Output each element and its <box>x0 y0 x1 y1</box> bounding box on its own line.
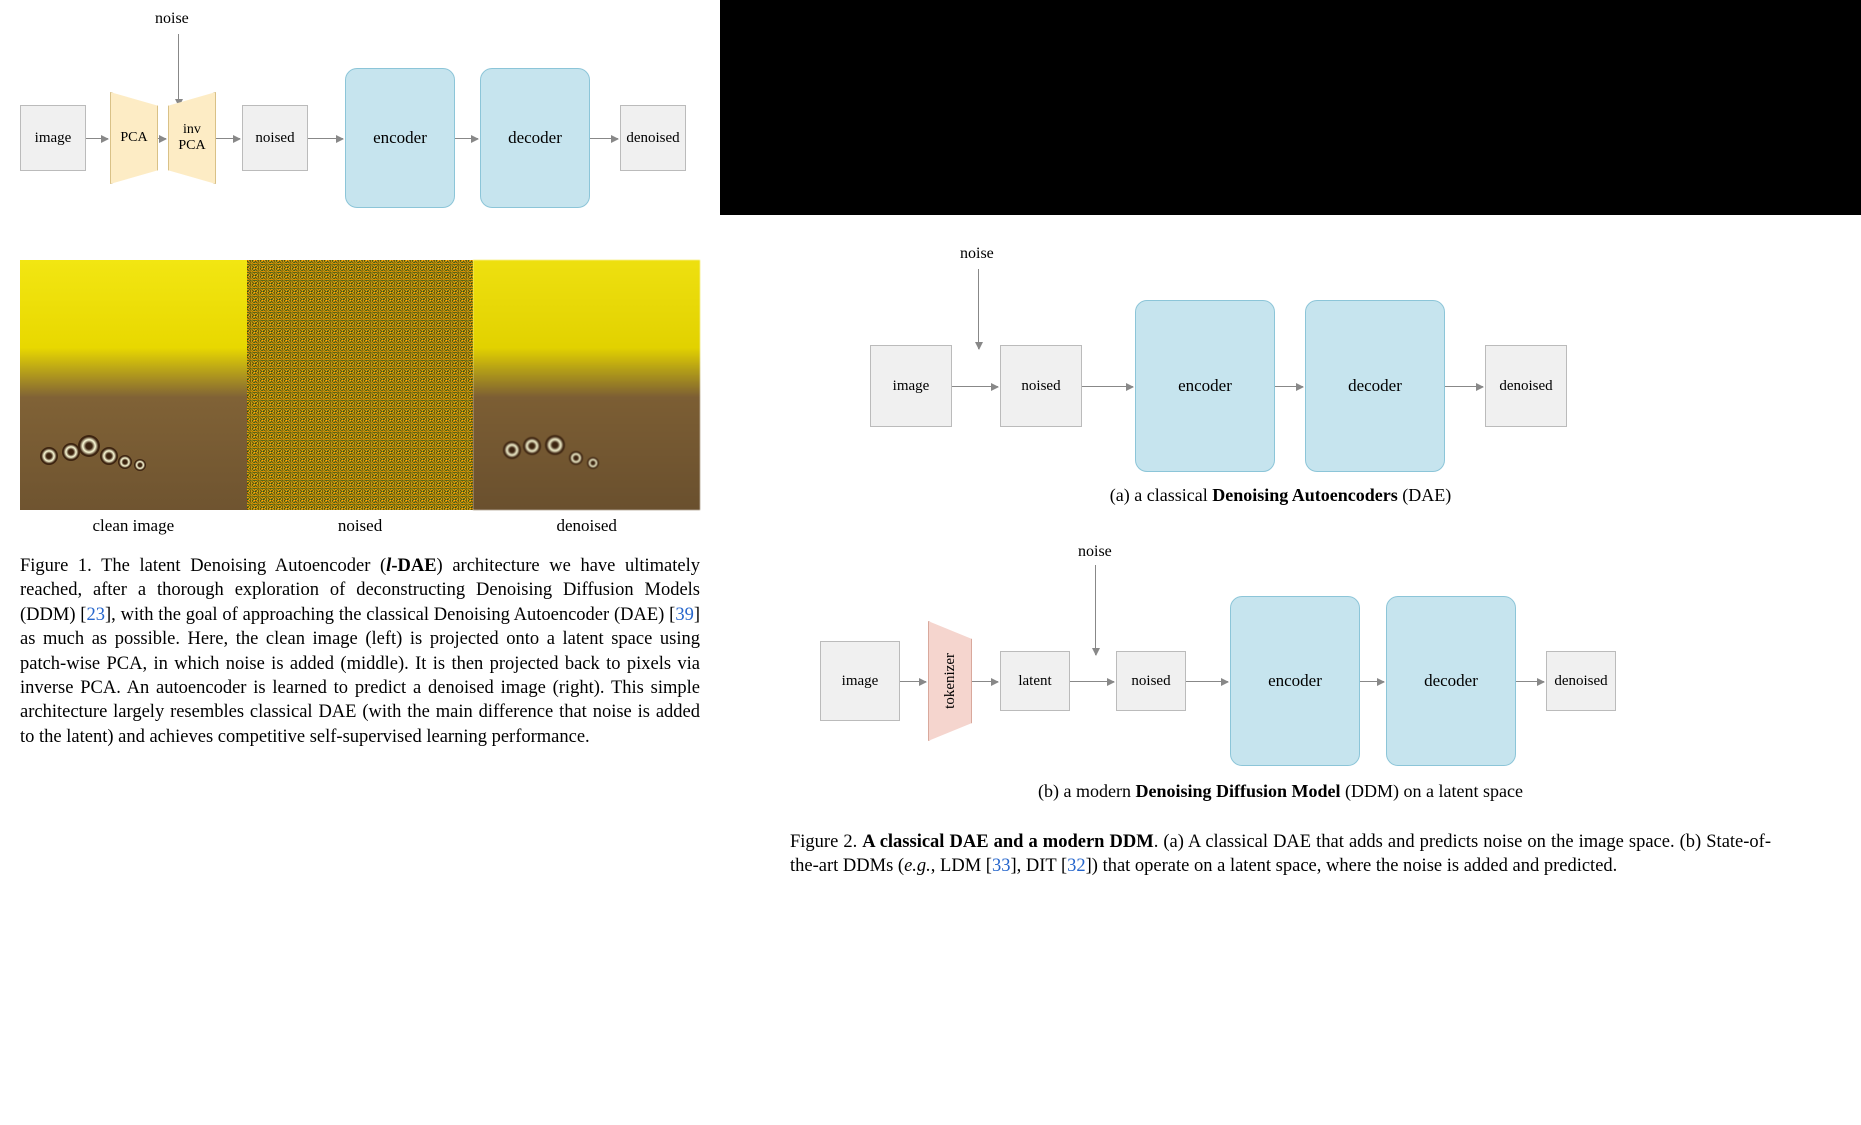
fig1-decoder: decoder <box>480 68 590 208</box>
figure1-diagram: noise image PCA inv PCA noised encoder d… <box>20 10 700 220</box>
figure1-photos <box>20 260 700 510</box>
fig2b-image: image <box>820 641 900 721</box>
fig1-invpca: inv PCA <box>168 92 216 184</box>
fig2b-denoised: denoised <box>1546 651 1616 711</box>
fig2a-encoder: encoder <box>1135 300 1275 472</box>
fig2b-encoder: encoder <box>1230 596 1360 766</box>
fig2a-image: image <box>870 345 952 427</box>
figure1-photo-labels: clean image noised denoised <box>20 516 700 536</box>
fig2b-noised: noised <box>1116 651 1186 711</box>
figure2-caption: Figure 2. A classical DAE and a modern D… <box>790 830 1771 879</box>
photo-clean <box>20 260 247 510</box>
fig1-image-box: image <box>20 105 86 171</box>
fig1-arrow-4 <box>455 138 478 139</box>
fig2b-arrow-3 <box>1070 681 1114 682</box>
wing-spots-denoised <box>503 435 623 475</box>
label-noised: noised <box>247 516 474 536</box>
fig2b-arrow-1 <box>900 681 926 682</box>
fig1-pca: PCA <box>110 92 158 184</box>
fig2b-tokenizer: tokenizer <box>928 621 972 741</box>
photo-denoised <box>473 260 700 510</box>
fig1-arrow-1 <box>86 138 108 139</box>
fig2b-arrow-6 <box>1516 681 1544 682</box>
fig1-noised-box: noised <box>242 105 308 171</box>
label-clean: clean image <box>20 516 247 536</box>
right-column: noise image noised encoder decoder denoi… <box>720 0 1861 879</box>
fig2b-arrow-4 <box>1186 681 1228 682</box>
fig1-denoised-box: denoised <box>620 105 686 171</box>
label-denoised: denoised <box>473 516 700 536</box>
fig1-arrow-1b <box>158 138 166 139</box>
fig2a-arrow-3 <box>1275 386 1303 387</box>
fig2b-latent: latent <box>1000 651 1070 711</box>
noise-label-fig1: noise <box>155 10 189 28</box>
fig1-encoder: encoder <box>345 68 455 208</box>
fig1-arrow-3 <box>308 138 343 139</box>
noise-arrow-fig1 <box>178 34 179 106</box>
right-inner: noise image noised encoder decoder denoi… <box>720 215 1861 879</box>
fig2b-arrow-2 <box>972 681 998 682</box>
fig2a-decoder: decoder <box>1305 300 1445 472</box>
figure2-caption-body: A classical DAE and a modern DDM. (a) A … <box>790 832 1771 876</box>
fig2a-denoised: denoised <box>1485 345 1567 427</box>
figure2b-subcaption: (b) a modern Denoising Diffusion Model (… <box>790 781 1771 802</box>
fig1-arrow-5 <box>590 138 618 139</box>
figure1-caption-prefix: Figure 1. <box>20 556 101 576</box>
figure2b-diagram: noise image tokenizer latent noised enco… <box>820 561 1771 761</box>
noise-arrow-fig2a <box>978 269 979 349</box>
page-root: noise image PCA inv PCA noised encoder d… <box>0 0 1861 879</box>
noise-label-fig2a: noise <box>960 245 994 263</box>
figure2-caption-prefix: Figure 2. <box>790 832 862 852</box>
fig2a-arrow-1 <box>952 386 998 387</box>
photo-noised <box>247 260 474 510</box>
noise-label-fig2b: noise <box>1078 543 1112 561</box>
fig2a-noised: noised <box>1000 345 1082 427</box>
fig1-arrow-2 <box>216 138 240 139</box>
figure1-caption: Figure 1. The latent Denoising Autoencod… <box>20 554 700 749</box>
fig2a-arrow-2 <box>1082 386 1133 387</box>
figure2a-subcaption: (a) a classical Denoising Autoencoders (… <box>790 485 1771 506</box>
fig2b-arrow-5 <box>1360 681 1384 682</box>
figure2a-diagram: noise image noised encoder decoder denoi… <box>870 265 1771 465</box>
figure1-caption-body: The latent Denoising Autoencoder (l-DAE)… <box>20 556 700 747</box>
left-column: noise image PCA inv PCA noised encoder d… <box>0 0 720 879</box>
fig2a-arrow-4 <box>1445 386 1483 387</box>
black-bar <box>720 0 1861 215</box>
fig2b-decoder: decoder <box>1386 596 1516 766</box>
noise-arrow-fig2b <box>1095 565 1096 655</box>
wing-spots-clean <box>40 435 160 475</box>
